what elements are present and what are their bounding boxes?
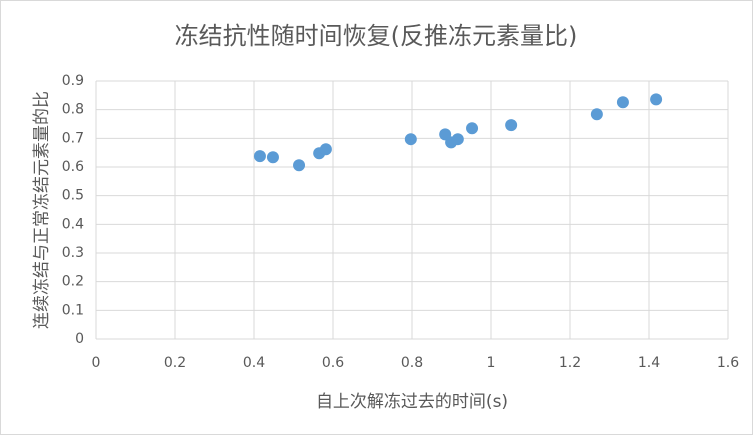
chart-title: 冻结抗性随时间恢复(反推冻元素量比) <box>175 22 578 50</box>
scatter-point <box>466 122 479 135</box>
scatter-point <box>266 151 279 164</box>
scatter-point <box>616 96 629 109</box>
x-tick-label: 1.4 <box>638 355 660 371</box>
y-axis-label: 连续冻结与正常冻结元素量的比 <box>32 91 52 329</box>
x-tick-label: 1.2 <box>559 355 581 371</box>
x-tick-label: 0.2 <box>164 355 186 371</box>
y-tick-label: 0.3 <box>62 245 84 261</box>
x-axis-label: 自上次解冻过去的时间(s) <box>316 392 508 412</box>
y-tick-label: 0.9 <box>62 73 84 89</box>
scatter-point <box>253 150 266 163</box>
x-tick-label: 1 <box>487 355 496 371</box>
y-tick-label: 0.7 <box>62 130 84 146</box>
y-tick-label: 0.1 <box>62 302 84 318</box>
scatter-point <box>451 133 464 146</box>
y-tick-label: 0.4 <box>62 216 84 232</box>
y-tick-label: 0.6 <box>62 159 84 175</box>
scatter-point <box>505 119 518 132</box>
x-tick-label: 0.4 <box>243 355 265 371</box>
x-tick-label: 1.6 <box>717 355 739 371</box>
x-tick-label: 0.8 <box>401 355 423 371</box>
scatter-point <box>590 108 603 121</box>
y-tick-label: 0.2 <box>62 274 84 290</box>
y-tick-label: 0 <box>75 331 84 347</box>
scatter-point <box>319 143 332 156</box>
x-tick-label: 0.6 <box>322 355 344 371</box>
scatter-point <box>404 133 417 146</box>
scatter-point <box>293 159 306 172</box>
y-tick-label: 0.8 <box>62 102 84 118</box>
y-tick-label: 0.5 <box>62 188 84 204</box>
scatter-point <box>650 93 663 106</box>
x-tick-label: 0 <box>92 355 101 371</box>
